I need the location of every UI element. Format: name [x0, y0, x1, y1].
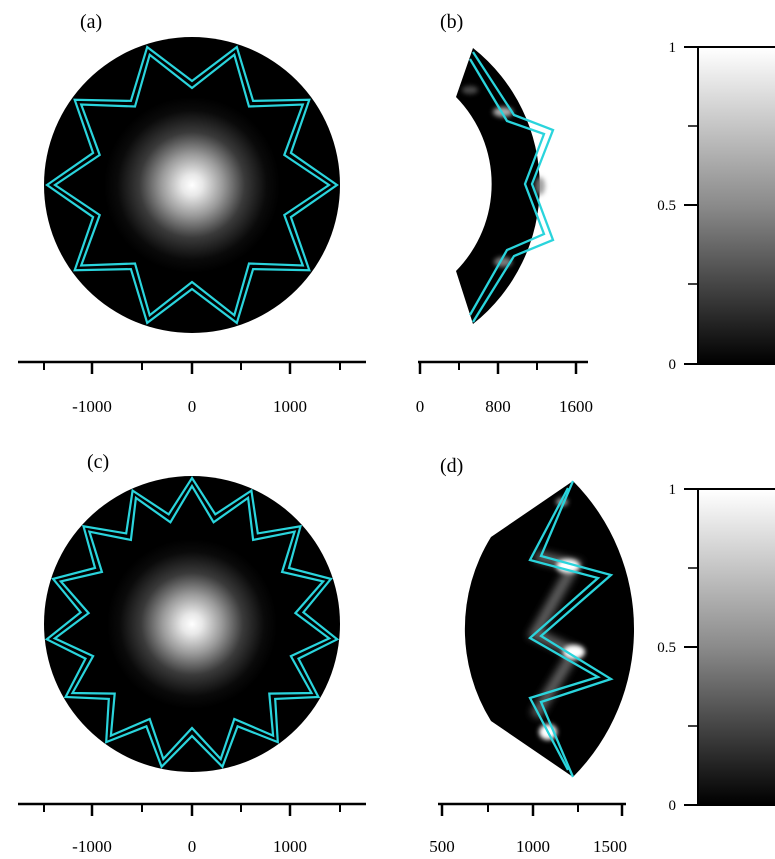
- intensity-spot-c: [107, 539, 277, 709]
- x-tick-label: 0: [188, 837, 197, 856]
- colorbar-top: 1 0.5 0: [657, 40, 775, 373]
- x-axis-c: -1000 0 1000: [18, 802, 366, 856]
- star-contour-c: [44, 475, 340, 769]
- colorbar-tick-label: 0: [669, 357, 677, 373]
- x-axis-d: 500 1000 1500: [429, 802, 627, 856]
- colorbar-bottom: 1 0.5 0: [657, 482, 775, 814]
- star-contour-a: [45, 45, 339, 325]
- star-outer-line: [44, 475, 340, 769]
- contour-inner-b: [469, 58, 546, 316]
- panel-b: (b) 0 800 1600: [416, 11, 593, 416]
- colorbar-tick-label: 0.5: [657, 198, 676, 214]
- x-axis-b: 0 800 1600: [416, 360, 593, 416]
- x-tick-label: 1000: [273, 397, 307, 416]
- star-outer-line: [45, 45, 339, 325]
- star-inner-line: [53, 52, 331, 318]
- colorbar-gradient: [698, 490, 775, 805]
- intensity-spot-a: [104, 97, 280, 273]
- x-tick-label: 0: [188, 397, 197, 416]
- panel-d: (d) 500 1000 1500: [429, 455, 635, 856]
- contour-outer-b: [472, 51, 555, 323]
- colorbar-tick-label: 0: [669, 798, 677, 814]
- x-tick-label: 0: [416, 397, 425, 416]
- panel-label-a: (a): [80, 11, 102, 33]
- colorbar-tick-label: 1: [669, 482, 677, 498]
- panel-label-d: (d): [440, 455, 463, 477]
- star-inner-line: [52, 483, 332, 762]
- x-tick-label: 1000: [516, 837, 550, 856]
- panel-label-b: (b): [440, 11, 463, 33]
- x-tick-label: -1000: [72, 837, 112, 856]
- colorbar-tick-label: 1: [669, 40, 677, 56]
- panel-label-c: (c): [87, 451, 109, 473]
- x-tick-label: 1000: [273, 837, 307, 856]
- panel-c: (c) -1000 0 1000: [18, 451, 366, 856]
- contour-outer-d: [539, 480, 614, 778]
- x-tick-label: -1000: [72, 397, 112, 416]
- panel-a: (a) -1000 0 1000: [18, 11, 366, 416]
- x-tick-label: 1500: [593, 837, 627, 856]
- colorbar-gradient: [698, 48, 775, 364]
- contour-inner-d: [528, 487, 601, 771]
- x-axis-a: -1000 0 1000: [18, 360, 366, 416]
- colorbar-tick-label: 0.5: [657, 640, 676, 656]
- x-tick-label: 1600: [559, 397, 593, 416]
- x-tick-label: 500: [429, 837, 455, 856]
- x-tick-label: 800: [485, 397, 511, 416]
